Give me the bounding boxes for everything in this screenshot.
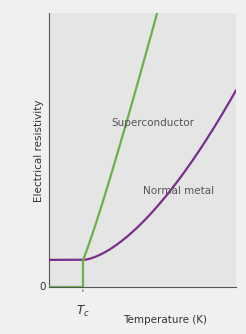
Text: Temperature (K): Temperature (K): [123, 315, 207, 325]
Text: Normal metal: Normal metal: [143, 186, 214, 196]
Text: 0: 0: [39, 282, 46, 292]
Text: Superconductor: Superconductor: [111, 118, 194, 128]
Text: $T_c$: $T_c$: [76, 304, 90, 319]
Y-axis label: Electrical resistivity: Electrical resistivity: [34, 99, 44, 201]
